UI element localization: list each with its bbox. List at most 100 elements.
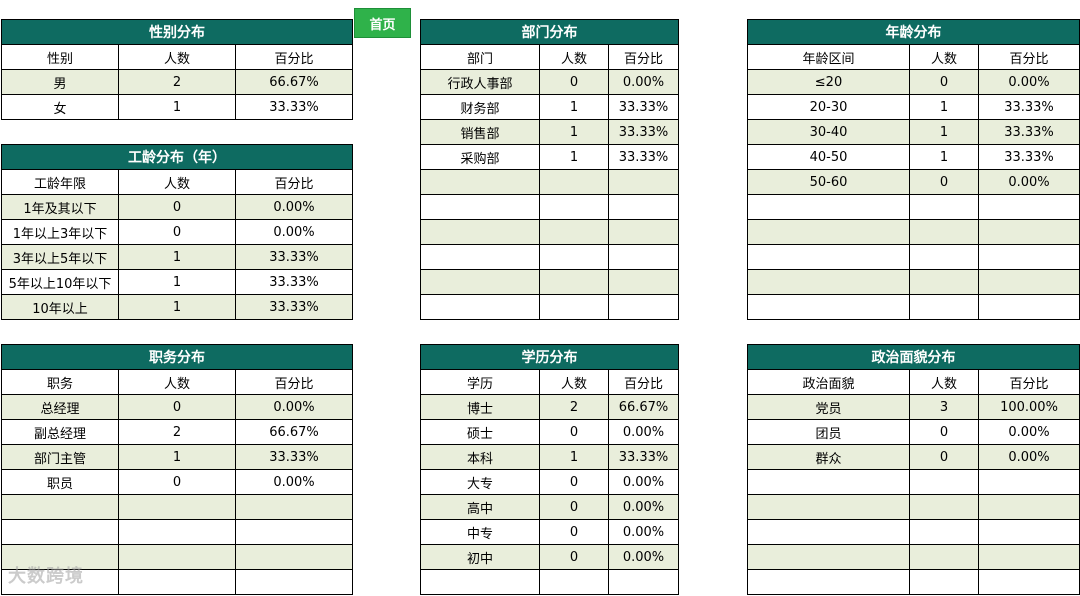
table-cell[interactable] bbox=[909, 569, 979, 595]
table-cell[interactable]: 1年及其以下 bbox=[1, 194, 119, 220]
table-cell[interactable]: 3 bbox=[909, 394, 979, 420]
table-cell[interactable] bbox=[978, 244, 1080, 270]
table-cell[interactable]: 副总经理 bbox=[1, 419, 119, 445]
table-cell[interactable]: 1 bbox=[118, 269, 236, 295]
table-cell[interactable] bbox=[747, 469, 910, 495]
table-cell[interactable] bbox=[1, 519, 119, 545]
table-cell[interactable]: 财务部 bbox=[420, 94, 540, 120]
table-cell[interactable] bbox=[977, 569, 1080, 595]
table-cell[interactable]: 3年以上5年以下 bbox=[1, 244, 119, 270]
table-cell[interactable]: 男 bbox=[1, 69, 119, 95]
table-cell[interactable]: 1 bbox=[539, 144, 609, 170]
table-cell[interactable]: 1 bbox=[909, 119, 979, 145]
table-cell[interactable] bbox=[1, 569, 119, 595]
home-button[interactable]: 首页 bbox=[354, 8, 411, 38]
table-cell[interactable] bbox=[978, 269, 1080, 295]
table-cell[interactable]: 33.33% bbox=[608, 144, 679, 170]
table-cell[interactable]: 1 bbox=[539, 119, 609, 145]
table-cell[interactable]: 0.00% bbox=[235, 219, 353, 245]
table-cell[interactable] bbox=[978, 194, 1080, 220]
table-cell[interactable] bbox=[909, 269, 979, 295]
table-cell[interactable]: 33.33% bbox=[608, 119, 679, 145]
table-cell[interactable]: 0 bbox=[118, 194, 236, 220]
table-cell[interactable] bbox=[608, 169, 679, 195]
table-cell[interactable]: 2 bbox=[539, 394, 609, 420]
table-cell[interactable] bbox=[420, 269, 540, 295]
table-cell[interactable]: 33.33% bbox=[235, 444, 353, 470]
table-cell[interactable]: 33.33% bbox=[978, 94, 1080, 120]
table-cell[interactable]: 博士 bbox=[420, 394, 540, 420]
table-cell[interactable]: 0.00% bbox=[978, 169, 1080, 195]
table-cell[interactable]: 1 bbox=[909, 144, 979, 170]
table-cell[interactable] bbox=[747, 294, 910, 320]
table-cell[interactable] bbox=[118, 519, 236, 545]
table-cell[interactable]: 高中 bbox=[420, 494, 540, 520]
table-cell[interactable] bbox=[118, 494, 236, 520]
table-cell[interactable]: 0 bbox=[539, 69, 609, 95]
table-cell[interactable]: 团员 bbox=[747, 419, 910, 445]
table-cell[interactable]: 0.00% bbox=[977, 444, 1080, 470]
table-cell[interactable]: 33.33% bbox=[978, 119, 1080, 145]
table-cell[interactable] bbox=[420, 244, 540, 270]
table-cell[interactable]: 0.00% bbox=[608, 494, 679, 520]
table-cell[interactable]: 0.00% bbox=[608, 519, 679, 545]
table-cell[interactable] bbox=[539, 294, 609, 320]
table-cell[interactable]: 0.00% bbox=[608, 419, 679, 445]
table-cell[interactable]: 1 bbox=[118, 244, 236, 270]
table-cell[interactable] bbox=[747, 569, 910, 595]
table-cell[interactable]: 0 bbox=[539, 469, 609, 495]
table-cell[interactable] bbox=[978, 219, 1080, 245]
table-cell[interactable]: 0.00% bbox=[235, 194, 353, 220]
table-cell[interactable]: 硕士 bbox=[420, 419, 540, 445]
table-cell[interactable]: 1 bbox=[118, 94, 236, 120]
table-cell[interactable] bbox=[235, 494, 353, 520]
table-cell[interactable]: 0 bbox=[539, 494, 609, 520]
table-cell[interactable]: 0 bbox=[539, 419, 609, 445]
table-cell[interactable]: 66.67% bbox=[608, 394, 679, 420]
table-cell[interactable]: 大专 bbox=[420, 469, 540, 495]
table-cell[interactable]: 1年以上3年以下 bbox=[1, 219, 119, 245]
table-cell[interactable] bbox=[118, 544, 236, 570]
table-cell[interactable]: 33.33% bbox=[235, 94, 353, 120]
table-cell[interactable]: 66.67% bbox=[235, 419, 353, 445]
table-cell[interactable]: 0.00% bbox=[978, 69, 1080, 95]
table-cell[interactable] bbox=[608, 294, 679, 320]
table-cell[interactable] bbox=[909, 494, 979, 520]
table-cell[interactable] bbox=[747, 269, 910, 295]
table-cell[interactable]: 0.00% bbox=[608, 69, 679, 95]
table-cell[interactable] bbox=[747, 544, 910, 570]
table-cell[interactable]: 群众 bbox=[747, 444, 910, 470]
table-cell[interactable]: 0 bbox=[539, 544, 609, 570]
table-cell[interactable] bbox=[747, 244, 910, 270]
table-cell[interactable] bbox=[747, 494, 910, 520]
table-cell[interactable] bbox=[977, 494, 1080, 520]
table-cell[interactable]: 0.00% bbox=[608, 469, 679, 495]
table-cell[interactable]: 20-30 bbox=[747, 94, 910, 120]
table-cell[interactable] bbox=[608, 269, 679, 295]
table-cell[interactable]: 30-40 bbox=[747, 119, 910, 145]
table-cell[interactable]: 40-50 bbox=[747, 144, 910, 170]
table-cell[interactable]: 总经理 bbox=[1, 394, 119, 420]
table-cell[interactable]: 本科 bbox=[420, 444, 540, 470]
table-cell[interactable]: 销售部 bbox=[420, 119, 540, 145]
table-cell[interactable]: 0 bbox=[909, 169, 979, 195]
table-cell[interactable]: 33.33% bbox=[235, 269, 353, 295]
table-cell[interactable]: 1 bbox=[539, 94, 609, 120]
table-cell[interactable]: 0.00% bbox=[977, 419, 1080, 445]
table-cell[interactable]: 采购部 bbox=[420, 144, 540, 170]
table-cell[interactable]: 33.33% bbox=[608, 94, 679, 120]
table-cell[interactable] bbox=[977, 544, 1080, 570]
table-cell[interactable]: 33.33% bbox=[235, 294, 353, 320]
table-cell[interactable]: 0 bbox=[118, 394, 236, 420]
table-cell[interactable] bbox=[118, 569, 236, 595]
table-cell[interactable] bbox=[909, 219, 979, 245]
table-cell[interactable]: 0 bbox=[909, 444, 979, 470]
table-cell[interactable]: 0 bbox=[539, 519, 609, 545]
table-cell[interactable]: 0 bbox=[118, 219, 236, 245]
table-cell[interactable]: 初中 bbox=[420, 544, 540, 570]
table-cell[interactable]: 33.33% bbox=[608, 444, 679, 470]
table-cell[interactable]: 党员 bbox=[747, 394, 910, 420]
table-cell[interactable]: ≤20 bbox=[747, 69, 910, 95]
table-cell[interactable]: 中专 bbox=[420, 519, 540, 545]
table-cell[interactable]: 1 bbox=[118, 294, 236, 320]
